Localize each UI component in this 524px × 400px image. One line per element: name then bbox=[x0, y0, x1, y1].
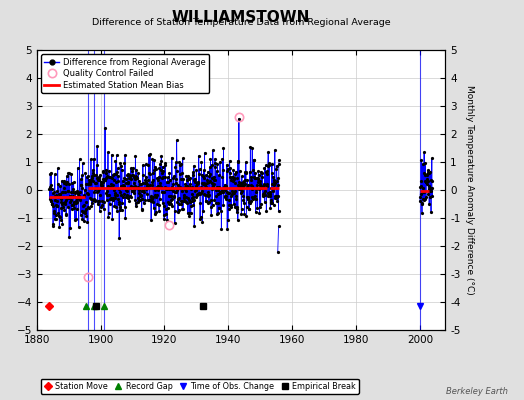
Legend: Station Move, Record Gap, Time of Obs. Change, Empirical Break: Station Move, Record Gap, Time of Obs. C… bbox=[41, 378, 359, 394]
Text: Berkeley Earth: Berkeley Earth bbox=[446, 387, 508, 396]
Legend: Difference from Regional Average, Quality Control Failed, Estimated Station Mean: Difference from Regional Average, Qualit… bbox=[41, 54, 210, 93]
Y-axis label: Monthly Temperature Anomaly Difference (°C): Monthly Temperature Anomaly Difference (… bbox=[465, 85, 474, 295]
Text: WILLIAMSTOWN: WILLIAMSTOWN bbox=[172, 10, 310, 25]
Text: Difference of Station Temperature Data from Regional Average: Difference of Station Temperature Data f… bbox=[92, 18, 390, 27]
